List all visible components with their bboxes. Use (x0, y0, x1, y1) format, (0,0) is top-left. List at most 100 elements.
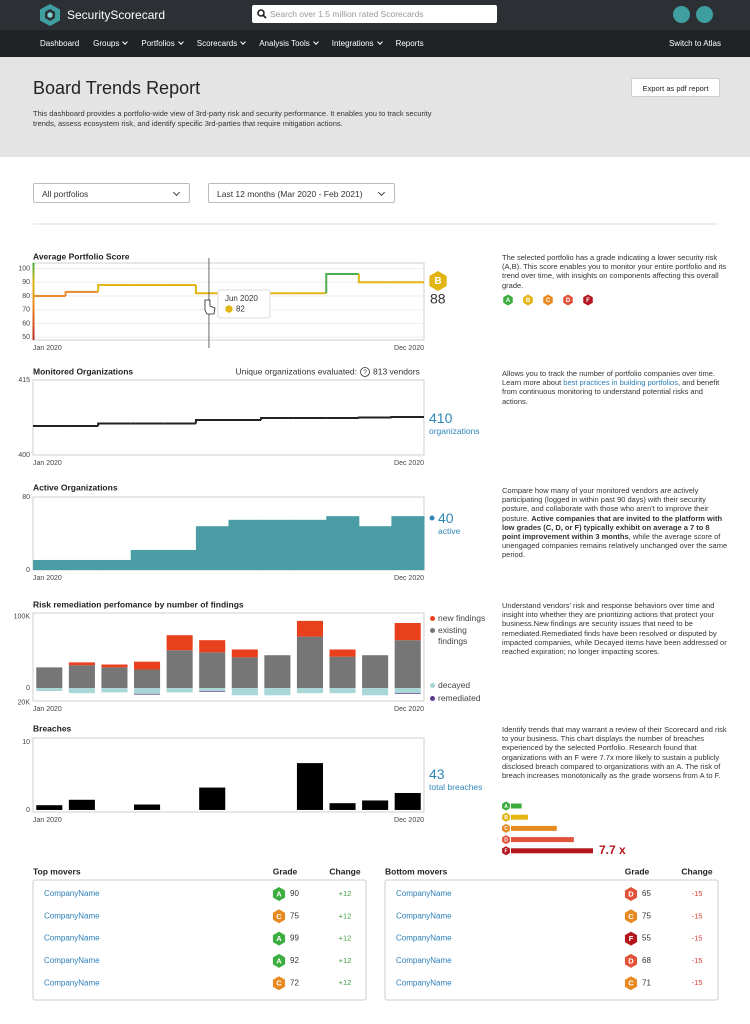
portfolio-filter[interactable]: All portfolios (33, 183, 190, 203)
user-icon[interactable] (696, 6, 713, 23)
company-link[interactable]: CompanyName (396, 978, 452, 987)
chart-title: Breaches (33, 723, 72, 733)
nav-item[interactable]: Portfolios (141, 39, 182, 48)
hbar (511, 837, 574, 843)
grade-badge-hex (624, 931, 638, 946)
grade-badge-hex (272, 887, 286, 901)
legend-swatch (430, 683, 435, 688)
company-link[interactable]: CompanyName (44, 956, 100, 965)
company-link[interactable]: CompanyName (44, 934, 100, 943)
bar-segment (199, 652, 226, 689)
logo-text[interactable]: SecurityScorecard (67, 8, 166, 22)
y-tick-label: 20K (18, 699, 31, 706)
search-box[interactable]: Search over 1.5 million rated Scorecards (252, 5, 497, 23)
hbar-grade-hex (502, 846, 510, 856)
grade-badge-hex (272, 976, 286, 991)
company-link[interactable]: CompanyName (396, 934, 452, 943)
company-link[interactable]: CompanyName (44, 978, 100, 987)
column-header: Grade (273, 866, 298, 876)
description-part[interactable]: best practices in building portfolios (563, 378, 678, 388)
score: 55 (642, 934, 651, 943)
bar (36, 805, 63, 810)
score: 65 (642, 889, 651, 898)
bar-segment (231, 649, 258, 658)
callout-label: active (438, 526, 461, 536)
bar-segment (362, 688, 389, 696)
score: 99 (290, 934, 299, 943)
callout: 40 active (438, 510, 494, 536)
bar-segment (394, 693, 421, 694)
area-step (261, 519, 295, 570)
x-tick-label: Dec 2020 (394, 345, 424, 352)
nav-item[interactable]: Reports (395, 39, 424, 48)
export-button[interactable]: Export as pdf report (631, 78, 720, 97)
change: +12 (339, 956, 352, 965)
description-part: The selected portfolio has a grade indic… (502, 253, 727, 290)
nav-item[interactable]: Scorecards (197, 39, 245, 48)
area-step (98, 559, 132, 570)
plot-frame (32, 737, 425, 813)
y-tick-label: 0 (26, 685, 30, 692)
score: 90 (290, 889, 299, 898)
hbar (511, 814, 529, 820)
grade-badge-hex (272, 953, 286, 968)
legend-swatch (430, 628, 435, 633)
score: 68 (642, 956, 651, 965)
grade-badge-letter: C (276, 979, 282, 988)
grade-badge-hex (272, 931, 286, 946)
grade-badge-letter: A (276, 956, 282, 965)
bar (134, 804, 161, 810)
notification-icon[interactable] (673, 6, 690, 23)
bar-segment (296, 620, 323, 637)
callout-value: 43 (429, 766, 445, 782)
y-tick-label: 415 (18, 377, 30, 384)
column-header: Change (329, 866, 360, 876)
chart-title: Average Portfolio Score (33, 251, 130, 261)
score: 71 (642, 978, 651, 987)
line-step (64, 290, 99, 296)
y-tick-label: 90 (22, 279, 30, 286)
bar (296, 763, 323, 810)
nav-right[interactable]: Switch to Atlas (668, 39, 721, 48)
top-bar: SecurityScorecard Search over 1.5 millio… (0, 0, 750, 30)
grade-badge-letter: C (628, 979, 634, 988)
company-link[interactable]: CompanyName (44, 889, 100, 898)
nav-item[interactable]: Groups (93, 39, 127, 48)
hbar (511, 825, 557, 831)
line-step (390, 416, 424, 418)
y-tick-label: 100K (14, 613, 31, 620)
cursor-icon (204, 299, 216, 315)
nav-item[interactable]: Analysis Tools (259, 39, 318, 48)
company-link[interactable]: CompanyName (396, 911, 452, 920)
x-tick-label: Jan 2020 (33, 345, 62, 352)
nav-bar: Dashboard Groups Portfolios Scorecards Analy… (0, 30, 750, 57)
bar (362, 800, 389, 810)
nav-item[interactable]: Integrations (332, 39, 382, 48)
bar-segment (134, 688, 161, 694)
score: 75 (642, 911, 651, 920)
logo-icon[interactable] (38, 3, 62, 27)
line-step (97, 284, 131, 292)
bar (68, 799, 95, 810)
change: +12 (339, 934, 352, 943)
company-link[interactable]: CompanyName (396, 889, 452, 898)
area-step (326, 516, 360, 570)
area-step (130, 549, 164, 570)
callout-value: 410 (429, 410, 453, 426)
company-link[interactable]: CompanyName (44, 911, 100, 920)
nav-items: Dashboard Groups Portfolios Scorecards Analy… (40, 30, 424, 57)
hbar-grade-hex (502, 801, 510, 811)
period-filter[interactable]: Last 12 months (Mar 2020 - Feb 2021) (208, 183, 395, 203)
grade-legend-hex (543, 294, 553, 306)
y-tick-label: 70 (22, 307, 30, 314)
bar-segment (296, 688, 323, 694)
table-title: Bottom movers (385, 866, 448, 876)
company-link[interactable]: CompanyName (396, 956, 452, 965)
nav-item[interactable]: Dashboard (40, 39, 80, 48)
grade-badge-hex (624, 976, 638, 991)
y-tick-label: 0 (26, 807, 30, 814)
y-tick-label: 50 (22, 334, 30, 341)
change: +12 (339, 911, 352, 920)
